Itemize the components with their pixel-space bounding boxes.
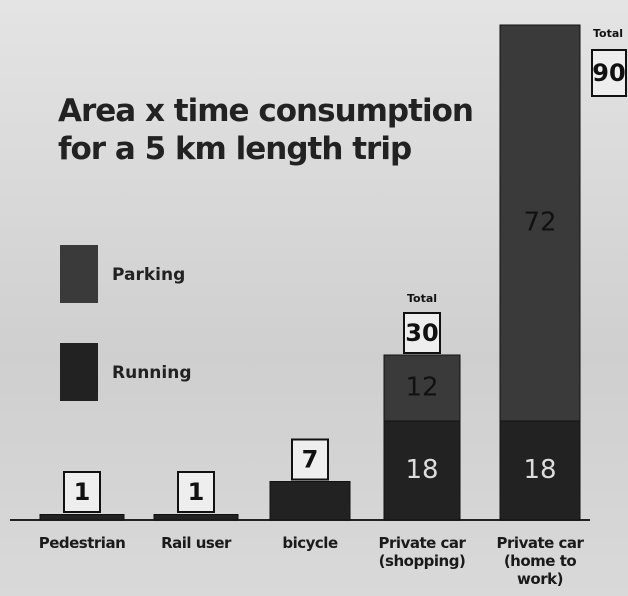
total-value: 1 xyxy=(74,478,91,506)
bar-segment xyxy=(39,514,125,521)
segment-label: 12 xyxy=(405,373,438,403)
bar-segment xyxy=(499,24,581,422)
segment-label: 18 xyxy=(405,455,438,485)
bar-segment xyxy=(383,420,461,521)
bar-segment xyxy=(153,514,239,521)
legend-swatch xyxy=(60,245,98,303)
segment-label: 72 xyxy=(523,208,556,238)
x-tick-label: Private car (home to work) xyxy=(496,534,584,588)
x-tick-label: Rail user xyxy=(161,534,231,552)
bar-segment xyxy=(269,481,351,521)
bar-segment xyxy=(499,420,581,521)
total-box xyxy=(63,471,101,513)
x-tick-label: Pedestrian xyxy=(38,534,126,552)
total-value: 1 xyxy=(188,478,205,506)
total-box xyxy=(403,312,441,354)
total-value: 90 xyxy=(592,59,625,87)
total-value: 7 xyxy=(302,446,319,474)
total-label: Total xyxy=(593,27,623,40)
x-tick-label: bicycle xyxy=(282,534,338,552)
total-box xyxy=(291,438,329,481)
total-label: Total xyxy=(407,292,437,305)
legend-label: Parking xyxy=(112,265,186,285)
total-value: 30 xyxy=(405,319,438,347)
bar-segment xyxy=(383,354,461,422)
total-box xyxy=(591,49,627,97)
total-box xyxy=(177,471,215,513)
chart-title: Area x time consumption for a 5 km lengt… xyxy=(58,93,474,167)
segment-label: 18 xyxy=(523,455,556,485)
x-tick-label: Private car (shopping) xyxy=(378,534,466,570)
legend-label: Running xyxy=(112,363,192,383)
legend-swatch xyxy=(60,343,98,401)
